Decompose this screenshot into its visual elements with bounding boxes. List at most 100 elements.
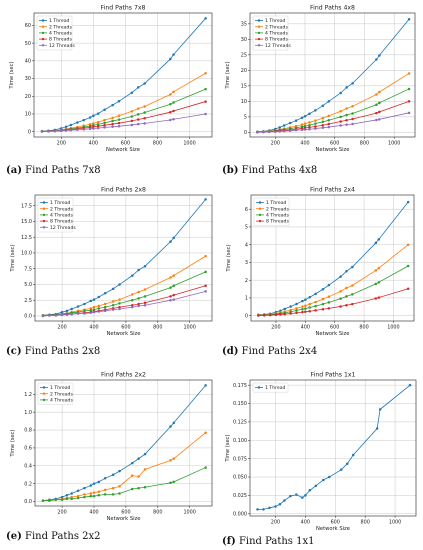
data-point — [89, 494, 93, 498]
y-tick-label: 0.8 — [24, 428, 32, 434]
data-point — [136, 86, 140, 89]
data-point — [345, 295, 348, 298]
data-point — [118, 305, 121, 309]
data-point — [88, 122, 92, 126]
figure-caption: (d) Find Paths 2x4 — [222, 346, 317, 357]
legend-label: 12 Threads — [50, 225, 76, 231]
data-point — [407, 87, 411, 91]
data-point — [300, 116, 304, 120]
data-point — [131, 293, 134, 296]
legend-label: 1 Thread — [50, 385, 71, 391]
data-point — [169, 276, 172, 279]
data-point — [204, 17, 207, 20]
data-point — [83, 309, 86, 313]
data-point — [70, 497, 73, 501]
data-point — [204, 270, 207, 274]
caption-text: Find Paths 1x1 — [236, 536, 315, 547]
data-point — [301, 299, 304, 303]
y-tick-label: 0.050 — [233, 475, 247, 481]
y-tick-label: 5 — [244, 115, 247, 121]
data-point — [169, 298, 172, 302]
legend-box — [36, 15, 73, 51]
data-point — [117, 121, 121, 125]
data-point — [103, 302, 107, 306]
data-point — [136, 122, 140, 126]
y-tick-label: 0.0 — [24, 314, 32, 320]
data-point — [339, 91, 342, 95]
chart-panel-6: 200 400 600 800 1000 0.000 0.025 0.050 0.075 0.10… — [225, 372, 417, 532]
data-point — [327, 295, 331, 298]
data-point — [314, 127, 317, 130]
data-point — [288, 121, 292, 125]
data-point — [143, 116, 146, 120]
y-tick-label: 7.5 — [24, 266, 32, 272]
data-point — [308, 121, 311, 124]
y-axis-label: Time (sec) — [10, 429, 16, 457]
legend-label: 4 Threads — [50, 398, 73, 404]
y-tick-label: 0 — [245, 313, 248, 319]
caption-letter: (c) — [6, 346, 22, 357]
data-point — [60, 313, 64, 316]
data-point — [169, 102, 172, 106]
data-point — [327, 283, 331, 287]
legend-label: 2 Threads — [49, 24, 72, 30]
caption-text: Find Paths 2x8 — [22, 346, 101, 357]
x-tick-label: 200 — [57, 325, 66, 331]
y-tick-label: 0.4 — [24, 463, 32, 469]
data-point — [295, 302, 298, 306]
data-point — [407, 17, 411, 21]
data-point — [97, 480, 101, 484]
data-point — [303, 128, 307, 131]
data-point — [89, 492, 93, 495]
data-point — [169, 295, 172, 298]
data-point — [131, 274, 134, 277]
data-point — [88, 127, 92, 131]
y-axis-label: Time (sec) — [9, 61, 15, 89]
data-point — [143, 304, 147, 307]
data-point — [169, 425, 172, 428]
data-point — [204, 290, 207, 293]
data-point — [339, 297, 342, 300]
data-point — [172, 298, 175, 301]
data-point — [406, 200, 410, 204]
x-tick-label: 800 — [153, 325, 162, 331]
data-point — [92, 310, 96, 314]
chart-panel-3: 200 400 600 800 1000 0.0 2.5 5.0 7.5 10.0 12.5 15.0… — [10, 187, 213, 337]
data-point — [130, 91, 134, 94]
legend-marker — [41, 44, 45, 47]
data-point — [295, 311, 298, 315]
data-point — [92, 308, 96, 311]
data-point — [406, 264, 410, 268]
data-point — [97, 494, 101, 497]
data-point — [137, 486, 140, 490]
figure-caption: (e) Find Paths 2x2 — [6, 531, 101, 542]
data-point — [96, 123, 100, 126]
data-point — [304, 298, 307, 301]
chart-title: Find Paths 7x8 — [101, 5, 146, 12]
data-point — [169, 286, 172, 289]
data-point — [143, 485, 147, 489]
data-point — [289, 305, 292, 308]
data-point — [143, 452, 147, 456]
y-axis-label: Time (sec) — [10, 244, 16, 272]
data-point — [345, 270, 348, 273]
data-point — [89, 307, 93, 310]
data-point — [377, 296, 381, 299]
data-point — [314, 309, 317, 312]
data-point — [60, 310, 64, 314]
x-axis-label: Network Size — [316, 147, 350, 153]
data-point — [130, 115, 134, 118]
data-point — [143, 122, 146, 125]
data-point — [136, 118, 140, 121]
y-tick-label: 4 — [245, 242, 248, 248]
data-point — [103, 305, 107, 309]
data-point — [295, 307, 298, 310]
data-point — [278, 126, 281, 129]
data-point — [351, 82, 354, 85]
data-point — [301, 308, 304, 311]
data-point — [53, 129, 57, 133]
x-tick-label: 400 — [89, 141, 98, 147]
data-point — [377, 281, 381, 284]
data-point — [143, 288, 147, 291]
data-point — [92, 127, 95, 130]
